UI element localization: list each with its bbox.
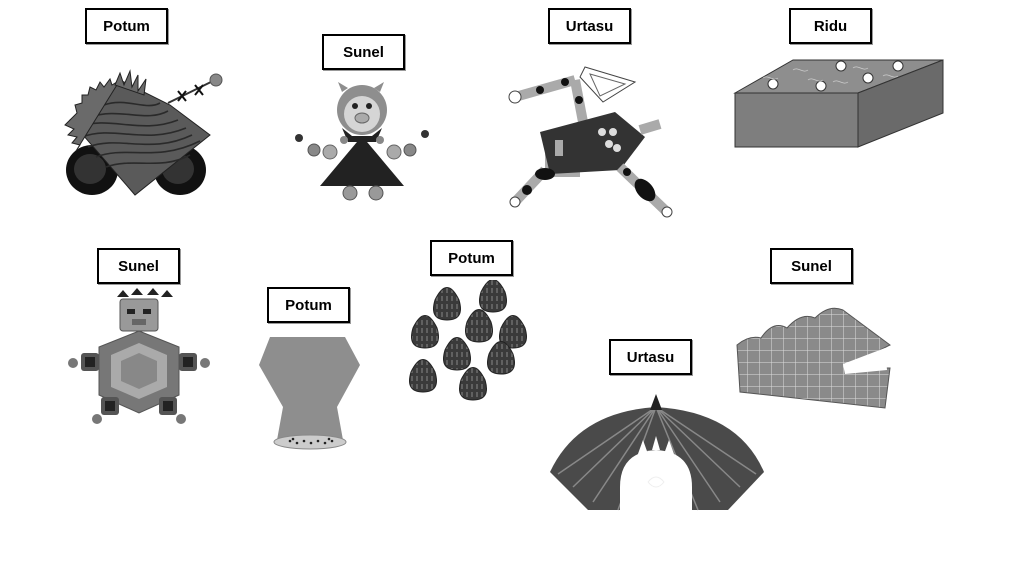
- card-label-potum-1: Potum: [85, 8, 168, 44]
- pentagon-leg-runner-figure: [508, 66, 673, 218]
- striped-dome-figure: [550, 394, 764, 517]
- card-label-sunel-3: Sunel: [770, 248, 853, 284]
- gray-box-figure: [733, 59, 944, 148]
- pig-triangle-dancer-figure: [295, 82, 429, 201]
- card-label-sunel-2: Sunel: [97, 248, 180, 284]
- hourglass-vase-figure: [259, 337, 360, 450]
- tracked-rover-figure: [64, 69, 223, 196]
- hexagon-bear-figure: [68, 288, 210, 424]
- card-label-ridu: Ridu: [789, 8, 872, 44]
- card-label-potum-2: Potum: [267, 287, 350, 323]
- card-label-sunel-1: Sunel: [322, 34, 405, 70]
- grid-wedge-jaw-figure: [736, 307, 891, 409]
- card-label-urtasu-2: Urtasu: [609, 339, 692, 375]
- card-label-potum-3: Potum: [430, 240, 513, 276]
- card-label-urtasu-1: Urtasu: [548, 8, 631, 44]
- egg-cluster-figure: [409, 280, 527, 401]
